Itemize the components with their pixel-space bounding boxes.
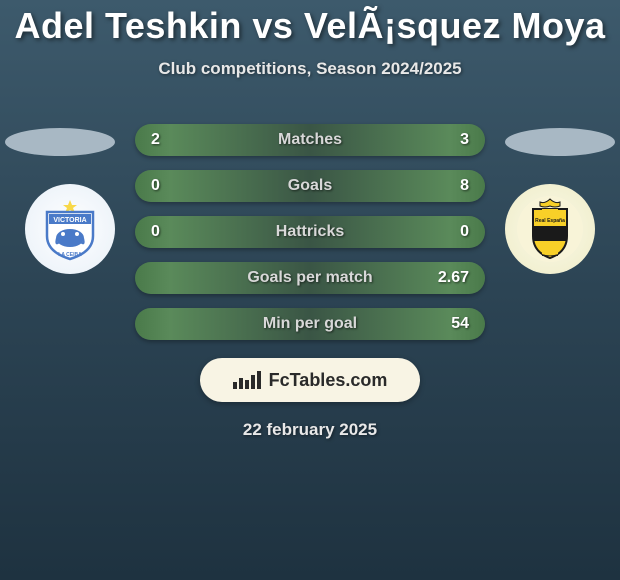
stat-rows: 2 Matches 3 0 Goals 8 0 Hattricks 0 Goal…	[135, 124, 485, 354]
stat-label: Matches	[278, 131, 342, 149]
stat-value-left: 0	[151, 223, 191, 241]
stat-value-left: 2	[151, 131, 191, 149]
shadow-ellipse-right	[505, 128, 615, 156]
stat-row: Goals per match 2.67	[135, 262, 485, 294]
team-badge-left: VICTORIA LA CEIBA	[25, 184, 115, 274]
svg-text:Real España: Real España	[535, 218, 565, 224]
svg-text:VICTORIA: VICTORIA	[53, 217, 86, 224]
stat-row: 0 Goals 8	[135, 170, 485, 202]
real-espana-crest-icon: Real España	[515, 194, 585, 264]
brand-text: FcTables.com	[233, 370, 388, 391]
comparison-subtitle: Club competitions, Season 2024/2025	[0, 59, 620, 79]
brand-badge: FcTables.com	[200, 358, 420, 402]
stats-area: VICTORIA LA CEIBA Real España	[0, 124, 620, 344]
stat-value-right: 0	[429, 223, 469, 241]
stat-label: Goals	[288, 177, 332, 195]
stat-label: Goals per match	[247, 269, 372, 287]
stat-label: Hattricks	[276, 223, 344, 241]
stat-label: Min per goal	[263, 315, 357, 333]
stat-value-left: 0	[151, 177, 191, 195]
stat-value-right: 54	[429, 315, 469, 333]
stat-value-right: 8	[429, 177, 469, 195]
stat-row: Min per goal 54	[135, 308, 485, 340]
svg-text:LA CEIBA: LA CEIBA	[58, 252, 82, 258]
stat-row: 0 Hattricks 0	[135, 216, 485, 248]
victoria-crest-icon: VICTORIA LA CEIBA	[35, 194, 105, 264]
stat-value-right: 3	[429, 131, 469, 149]
shadow-ellipse-left	[5, 128, 115, 156]
stat-row: 2 Matches 3	[135, 124, 485, 156]
chart-icon	[233, 371, 261, 389]
team-badge-right: Real España	[505, 184, 595, 274]
comparison-title: Adel Teshkin vs VelÃ¡squez Moya	[0, 5, 620, 47]
footer-date: 22 february 2025	[0, 420, 620, 440]
brand-name: FcTables.com	[269, 370, 388, 391]
stat-value-right: 2.67	[429, 269, 469, 287]
